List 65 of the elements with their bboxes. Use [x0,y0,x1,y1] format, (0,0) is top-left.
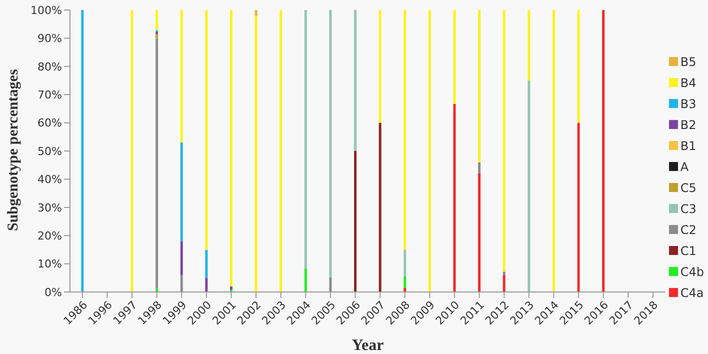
bar [354,10,357,151]
bar [602,10,605,292]
bar [478,174,481,292]
legend-label: B2 [680,118,696,132]
bar [577,10,580,123]
legend-label: C3 [680,202,696,216]
bar [156,10,158,30]
legend-label: B4 [680,76,696,90]
y-tick-label: 20% [38,230,62,243]
bar [478,10,481,162]
bar [304,268,307,292]
y-tick-label: 60% [38,116,62,130]
bar [130,10,134,292]
bar [552,10,555,292]
legend-label: B1 [680,138,696,152]
bar [280,10,282,292]
bar [478,162,481,174]
y-tick-label: 30% [38,201,62,214]
bar [378,122,382,292]
legend-label: C4b [680,264,704,278]
bar [577,122,580,292]
bar [156,34,158,38]
bar [428,10,431,292]
bar [180,275,183,292]
bar [180,142,183,242]
bar [404,10,406,250]
bar [528,80,530,292]
y-tick-label: 0% [44,286,62,299]
y-tick-label: 80% [38,60,62,74]
bar [254,10,258,16]
bar [404,250,406,276]
x-axis-title: Year [352,337,384,354]
bar [254,16,258,292]
bar [378,10,382,123]
y-tick-label: 70% [38,88,62,102]
bar [205,10,208,250]
bar [205,278,208,292]
bar [156,38,158,288]
y-tick-label: 40% [38,173,62,186]
legend-label: C4a [680,286,704,300]
bar [329,277,332,292]
legend-label: C5 [680,180,696,194]
y-tick-label: 10% [38,258,62,271]
bar [205,250,208,278]
bar [329,10,332,278]
bar [502,10,506,272]
y-tick-label: 100% [30,4,62,17]
bar [180,241,183,276]
legend-label: B3 [680,96,696,110]
legend-label: C2 [680,222,696,236]
bar [230,10,232,286]
bar [81,10,84,292]
bar [502,275,506,292]
bar [354,151,357,292]
bar [304,10,307,269]
legend-label: A [680,160,689,174]
y-tick-label: 50% [38,144,62,158]
bar [502,272,506,276]
bar [528,10,530,80]
y-axis-title: Subgenotype percentages [5,69,22,231]
legend-label: B5 [680,54,696,68]
legend-label: C1 [680,244,696,258]
y-tick-label: 90% [38,32,62,46]
bar [404,276,406,288]
bar [180,10,183,143]
